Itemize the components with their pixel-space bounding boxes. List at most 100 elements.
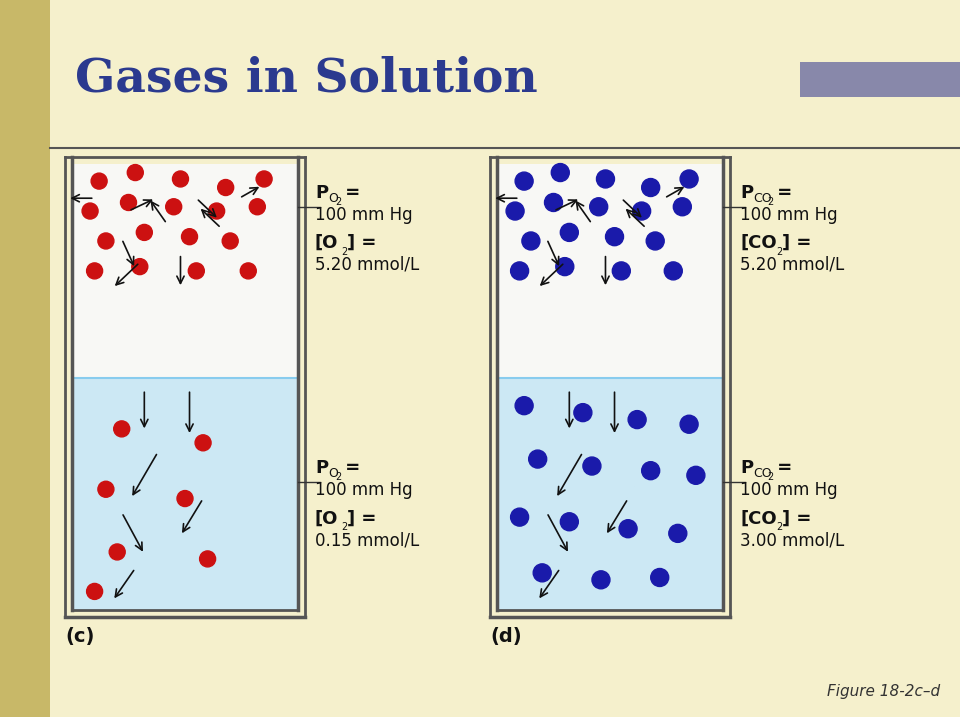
Text: 2: 2: [776, 522, 782, 532]
Circle shape: [98, 481, 114, 498]
Circle shape: [98, 233, 114, 249]
Text: 100 mm Hg: 100 mm Hg: [315, 481, 413, 499]
Bar: [800, 62, 960, 97]
Circle shape: [121, 194, 136, 211]
Circle shape: [680, 415, 698, 433]
Circle shape: [612, 262, 631, 280]
Text: (d): (d): [490, 627, 521, 646]
Circle shape: [506, 202, 524, 220]
Circle shape: [188, 263, 204, 279]
Circle shape: [173, 171, 188, 187]
Text: 2: 2: [341, 247, 348, 257]
Circle shape: [592, 571, 610, 589]
Circle shape: [619, 520, 637, 538]
Circle shape: [669, 524, 686, 542]
Circle shape: [533, 564, 551, 582]
Text: [O: [O: [315, 509, 338, 527]
Circle shape: [91, 173, 108, 189]
Circle shape: [673, 198, 691, 216]
Text: ] =: ] =: [782, 234, 811, 252]
Text: ] =: ] =: [347, 234, 376, 252]
Circle shape: [633, 202, 651, 220]
Circle shape: [166, 199, 181, 215]
Circle shape: [574, 404, 592, 422]
Text: 5.20 mmol/L: 5.20 mmol/L: [315, 256, 420, 274]
Text: [CO: [CO: [740, 234, 777, 252]
Circle shape: [86, 584, 103, 599]
Text: [CO: [CO: [740, 509, 777, 527]
Text: P: P: [740, 184, 754, 201]
Text: 2: 2: [776, 247, 782, 257]
Circle shape: [177, 490, 193, 506]
Circle shape: [82, 203, 98, 219]
Circle shape: [240, 263, 256, 279]
Text: 2: 2: [335, 196, 341, 206]
Text: 0.15 mmol/L: 0.15 mmol/L: [315, 531, 420, 549]
Circle shape: [589, 198, 608, 216]
Circle shape: [583, 457, 601, 475]
Text: 2: 2: [767, 196, 773, 206]
Text: =: =: [339, 460, 360, 478]
Text: ] =: ] =: [782, 509, 811, 527]
Bar: [72, 378, 298, 610]
Text: 5.20 mmol/L: 5.20 mmol/L: [740, 256, 844, 274]
Circle shape: [181, 229, 198, 244]
Circle shape: [516, 172, 533, 190]
Circle shape: [113, 421, 130, 437]
Text: CO: CO: [753, 191, 772, 205]
Circle shape: [628, 411, 646, 429]
Text: ] =: ] =: [347, 509, 376, 527]
Circle shape: [218, 179, 233, 196]
Circle shape: [646, 232, 664, 250]
Circle shape: [529, 450, 546, 468]
Text: =: =: [771, 460, 792, 478]
Circle shape: [641, 179, 660, 196]
Text: Figure 18-2c–d: Figure 18-2c–d: [827, 684, 940, 699]
Circle shape: [195, 435, 211, 451]
Bar: [497, 378, 723, 610]
Circle shape: [128, 165, 143, 181]
Circle shape: [561, 224, 578, 242]
Text: 3.00 mmol/L: 3.00 mmol/L: [740, 531, 844, 549]
Circle shape: [511, 262, 529, 280]
Text: 100 mm Hg: 100 mm Hg: [740, 481, 838, 499]
Circle shape: [561, 513, 578, 531]
Circle shape: [651, 569, 669, 587]
Circle shape: [256, 171, 272, 187]
Circle shape: [641, 462, 660, 480]
Bar: [497, 164, 723, 378]
Text: 100 mm Hg: 100 mm Hg: [740, 206, 838, 224]
Circle shape: [596, 170, 614, 188]
Circle shape: [544, 194, 563, 212]
Circle shape: [687, 466, 705, 484]
Circle shape: [208, 203, 225, 219]
Text: P: P: [315, 460, 328, 478]
Text: 2: 2: [335, 473, 341, 483]
Circle shape: [200, 551, 216, 567]
Circle shape: [511, 508, 529, 526]
Text: CO: CO: [753, 467, 772, 480]
Text: =: =: [771, 184, 792, 201]
Circle shape: [556, 257, 574, 275]
Text: [O: [O: [315, 234, 338, 252]
Text: (c): (c): [65, 627, 94, 646]
Circle shape: [522, 232, 540, 250]
Circle shape: [109, 544, 125, 560]
Text: O: O: [328, 467, 338, 480]
Circle shape: [551, 163, 569, 181]
Circle shape: [222, 233, 238, 249]
Text: Gases in Solution: Gases in Solution: [75, 55, 538, 101]
Text: P: P: [315, 184, 328, 201]
Text: P: P: [740, 460, 754, 478]
Text: =: =: [339, 184, 360, 201]
Circle shape: [516, 397, 533, 414]
Text: O: O: [328, 191, 338, 205]
Circle shape: [250, 199, 265, 215]
Circle shape: [664, 262, 683, 280]
Circle shape: [86, 263, 103, 279]
Text: 100 mm Hg: 100 mm Hg: [315, 206, 413, 224]
Circle shape: [136, 224, 153, 240]
Bar: [0, 0, 50, 717]
Circle shape: [680, 170, 698, 188]
Text: 2: 2: [341, 522, 348, 532]
